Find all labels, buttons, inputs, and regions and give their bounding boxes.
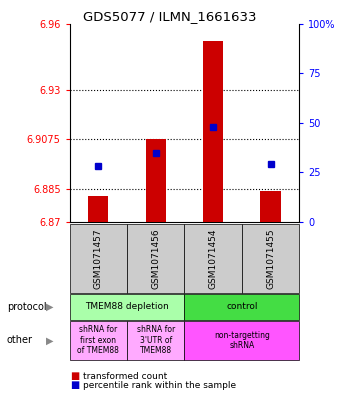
- Bar: [203, 41, 223, 222]
- Text: ■: ■: [70, 380, 79, 390]
- Text: ▶: ▶: [46, 335, 53, 345]
- Text: control: control: [226, 303, 258, 311]
- Text: protocol: protocol: [7, 302, 47, 312]
- Text: non-targetting
shRNA: non-targetting shRNA: [214, 331, 270, 350]
- Text: GSM1071454: GSM1071454: [209, 228, 218, 288]
- Text: shRNA for
first exon
of TMEM88: shRNA for first exon of TMEM88: [78, 325, 119, 355]
- Bar: [146, 140, 166, 222]
- Text: shRNA for
3'UTR of
TMEM88: shRNA for 3'UTR of TMEM88: [137, 325, 175, 355]
- Text: other: other: [7, 335, 33, 345]
- Text: ■: ■: [70, 371, 79, 381]
- Bar: [260, 191, 280, 222]
- Bar: [88, 196, 108, 222]
- Text: ▶: ▶: [46, 302, 53, 312]
- Text: GSM1071456: GSM1071456: [151, 228, 160, 289]
- Text: GSM1071455: GSM1071455: [266, 228, 275, 289]
- Text: TMEM88 depletion: TMEM88 depletion: [85, 303, 169, 311]
- Text: GSM1071457: GSM1071457: [94, 228, 103, 289]
- Text: transformed count: transformed count: [83, 372, 168, 380]
- Text: GDS5077 / ILMN_1661633: GDS5077 / ILMN_1661633: [83, 10, 257, 23]
- Text: percentile rank within the sample: percentile rank within the sample: [83, 381, 236, 389]
